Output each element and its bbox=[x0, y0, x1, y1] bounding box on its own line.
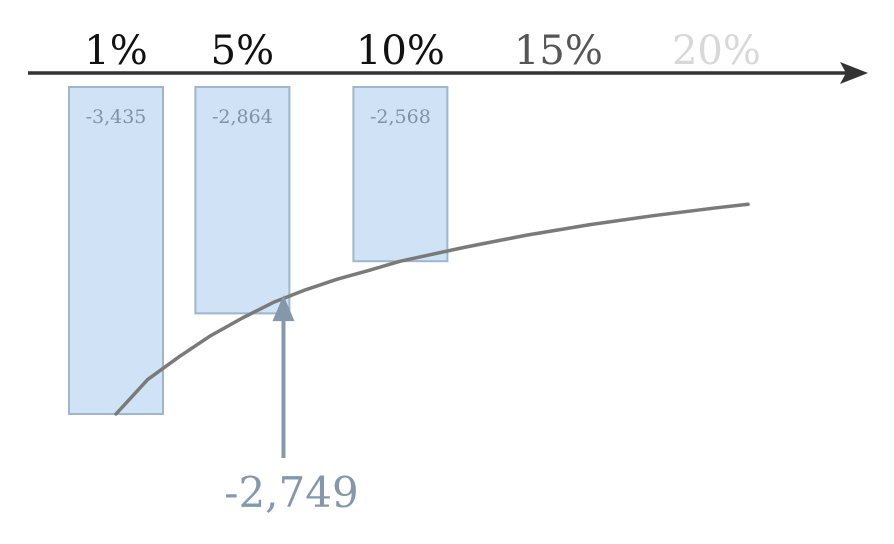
x-tick-label-2: 5% bbox=[211, 28, 274, 74]
bar-label-2: -2,864 bbox=[212, 106, 273, 128]
bar-label-3: -2,568 bbox=[370, 106, 431, 128]
annotation-value: -2,749 bbox=[224, 468, 358, 517]
annotation: -2,749 bbox=[224, 295, 359, 517]
x-tick-label-4: 15% bbox=[514, 28, 603, 74]
x-tick-label-3: 10% bbox=[356, 28, 445, 74]
bar-1 bbox=[68, 86, 164, 415]
bars: -3,435 -2,864 -2,568 bbox=[68, 86, 449, 415]
trend-curve bbox=[114, 202, 750, 416]
bar-label-1: -3,435 bbox=[86, 106, 147, 128]
bar-2 bbox=[194, 86, 291, 315]
annotation-arrow-head bbox=[272, 295, 295, 322]
x-axis: 1% 5% 10% 15% 20% bbox=[28, 28, 868, 84]
x-axis-arrowhead bbox=[840, 62, 868, 84]
x-tick-label-5: 20% bbox=[672, 28, 761, 74]
bar-3 bbox=[352, 86, 449, 263]
trend-curve-group bbox=[114, 202, 750, 416]
x-tick-label-1: 1% bbox=[84, 28, 147, 74]
